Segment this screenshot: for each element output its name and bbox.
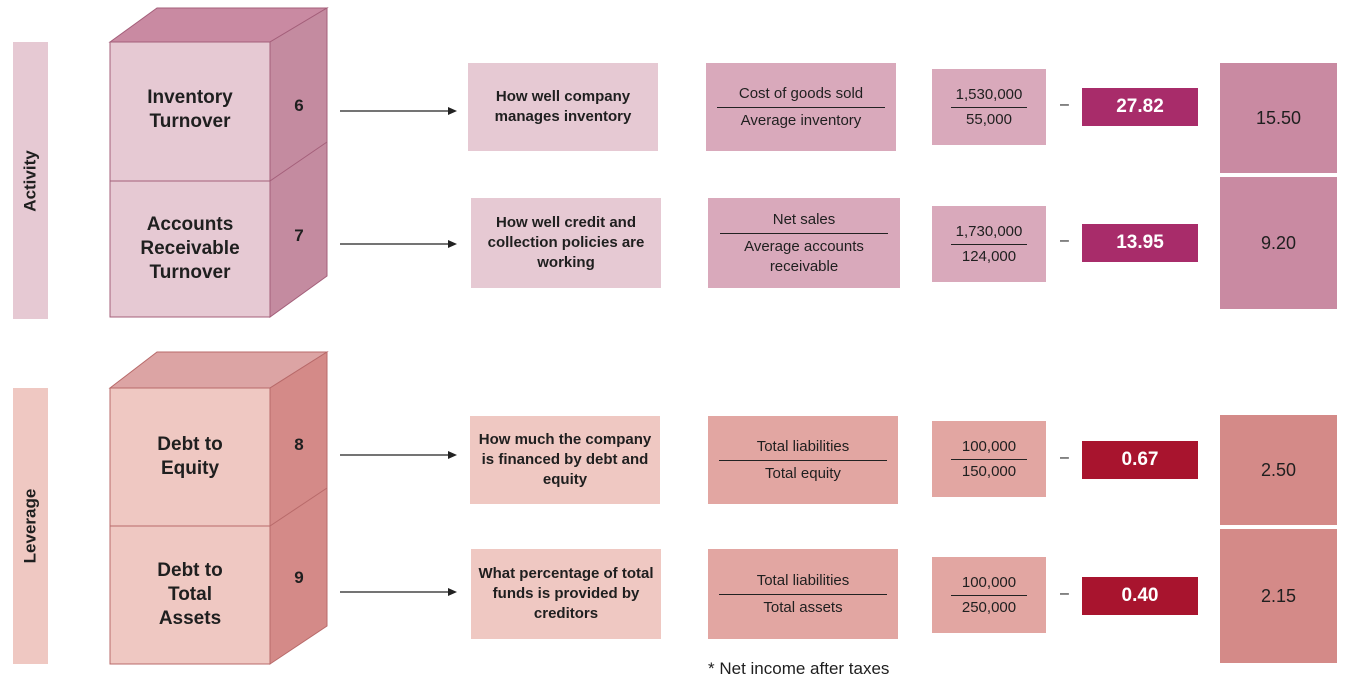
formula-numerator: Total liabilities bbox=[756, 571, 850, 589]
activity-sidebar: Activity bbox=[13, 42, 48, 319]
fraction-line bbox=[717, 106, 885, 108]
formula-denominator: Average accounts receivable bbox=[744, 237, 864, 275]
arrow-row-9 bbox=[340, 588, 457, 596]
ratio-name-debt-to-total-assets: Debt to Total Assets bbox=[157, 560, 223, 629]
ratio-number-7: 7 bbox=[294, 226, 304, 245]
calculation-row-6: 1,530,000 55,000 bbox=[932, 69, 1046, 145]
calculation-row-8: 100,000 150,000 bbox=[932, 421, 1046, 497]
description-row-6: How well company manages inventory bbox=[468, 63, 658, 151]
leverage-sidebar: Leverage bbox=[13, 388, 48, 664]
calculation-row-7: 1,730,000 124,000 bbox=[932, 206, 1046, 282]
dash-row-9: – bbox=[1060, 585, 1069, 602]
leverage-cube bbox=[108, 351, 329, 665]
formula-numerator: Total liabilities bbox=[756, 437, 850, 455]
fraction-line bbox=[951, 458, 1027, 460]
benchmark-row-6: 15.50 bbox=[1220, 63, 1337, 173]
activity-cube-front-bottom bbox=[109, 180, 271, 318]
ratio-name-debt-to-equity: Debt to Equity bbox=[157, 433, 223, 479]
arrow-row-8 bbox=[340, 451, 457, 459]
fraction-line bbox=[951, 106, 1027, 108]
ratio-number-9: 9 bbox=[294, 568, 304, 587]
description-row-7: How well credit and collection policies … bbox=[471, 198, 661, 288]
calc-numerator: 1,730,000 bbox=[955, 222, 1023, 240]
fraction-line bbox=[951, 594, 1027, 596]
formula-numerator: Cost of goods sold bbox=[738, 84, 864, 102]
footnote: * Net income after taxes bbox=[708, 659, 890, 678]
formula-denominator: Average inventory bbox=[740, 111, 862, 129]
leverage-cube-front-bottom bbox=[109, 525, 271, 665]
description-row-9: What percentage of total funds is provid… bbox=[471, 549, 661, 639]
formula-row-9: Total liabilities Total assets bbox=[708, 549, 898, 639]
fraction-line bbox=[720, 232, 888, 234]
benchmark-row-9: 2.15 bbox=[1220, 529, 1337, 663]
calc-numerator: 100,000 bbox=[961, 437, 1017, 455]
benchmark-row-8: 2.50 bbox=[1220, 415, 1337, 525]
calc-numerator: 1,530,000 bbox=[955, 85, 1023, 103]
description-row-8: How much the company is financed by debt… bbox=[470, 416, 660, 504]
calc-denominator: 250,000 bbox=[961, 598, 1017, 616]
ratio-number-6: 6 bbox=[294, 96, 304, 115]
calc-denominator: 124,000 bbox=[961, 247, 1017, 265]
fraction-line bbox=[951, 243, 1027, 245]
ratio-name-inventory-turnover: Inventory Turnover bbox=[147, 87, 233, 132]
dash-row-6: – bbox=[1060, 96, 1069, 113]
leverage-label: Leverage bbox=[20, 488, 40, 564]
benchmark-row-7: 9.20 bbox=[1220, 177, 1337, 309]
formula-row-8: Total liabilities Total equity bbox=[708, 416, 898, 504]
calc-denominator: 150,000 bbox=[961, 462, 1017, 480]
ratio-number-8: 8 bbox=[294, 435, 304, 454]
calc-numerator: 100,000 bbox=[961, 573, 1017, 591]
formula-row-6: Cost of goods sold Average inventory bbox=[706, 63, 896, 151]
dash-row-8: – bbox=[1060, 449, 1069, 466]
formula-denominator: Total assets bbox=[763, 598, 843, 616]
ratio-name-accounts-receivable-turnover: Accounts Receivable Turnover bbox=[140, 214, 240, 283]
result-row-9: 0.40 bbox=[1082, 577, 1198, 615]
leverage-cube-side bbox=[269, 351, 328, 665]
activity-cube bbox=[108, 7, 329, 318]
formula-row-7: Net sales Average accounts receivable bbox=[708, 198, 900, 288]
activity-cube-side bbox=[269, 7, 328, 318]
calculation-row-9: 100,000 250,000 bbox=[932, 557, 1046, 633]
arrow-row-6 bbox=[340, 107, 457, 115]
dash-row-7: – bbox=[1060, 232, 1069, 249]
fraction-line bbox=[719, 459, 887, 461]
calc-denominator: 55,000 bbox=[966, 110, 1012, 128]
fraction-line bbox=[719, 593, 887, 595]
result-row-6: 27.82 bbox=[1082, 88, 1198, 126]
result-row-7: 13.95 bbox=[1082, 224, 1198, 262]
formula-denominator: Total equity bbox=[765, 464, 841, 482]
arrow-row-7 bbox=[340, 240, 457, 248]
formula-numerator: Net sales bbox=[772, 210, 836, 228]
result-row-8: 0.67 bbox=[1082, 441, 1198, 479]
activity-label: Activity bbox=[20, 149, 40, 212]
